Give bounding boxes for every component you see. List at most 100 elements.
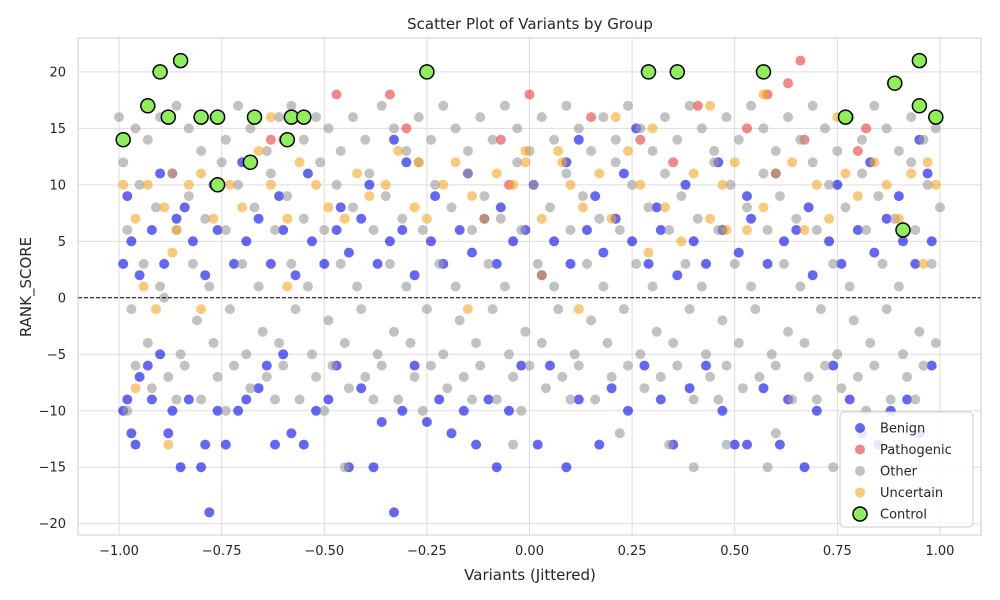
benign-point (343, 247, 354, 258)
other-point (799, 338, 810, 348)
legend-marker-pathogenic (855, 444, 865, 455)
other-point (192, 315, 202, 326)
benign-point (409, 360, 420, 371)
benign-point (590, 191, 601, 202)
benign-point (397, 225, 408, 235)
other-point (265, 168, 276, 179)
uncertain-point (438, 179, 449, 190)
other-point (676, 191, 687, 202)
other-point (249, 202, 260, 213)
other-point (869, 100, 880, 111)
uncertain-point (520, 157, 531, 168)
other-point (573, 360, 584, 371)
benign-point (126, 236, 137, 247)
benign-point (241, 394, 252, 405)
other-point (651, 326, 662, 337)
benign-point (680, 179, 691, 190)
benign-point (618, 168, 629, 179)
uncertain-point (196, 168, 207, 179)
pathogenic-point (861, 123, 872, 134)
uncertain-point (688, 168, 699, 179)
other-point (762, 462, 773, 473)
other-point (807, 157, 818, 168)
other-point (811, 225, 822, 235)
benign-point (265, 258, 276, 269)
uncertain-point (183, 179, 194, 190)
benign-point (902, 394, 913, 405)
other-point (142, 338, 153, 348)
other-point (376, 360, 387, 371)
other-point (750, 304, 761, 315)
other-point (655, 371, 666, 382)
benign-point (356, 383, 367, 394)
other-point (434, 258, 445, 269)
uncertain-point (130, 213, 141, 224)
control-point (895, 222, 911, 238)
other-point (397, 213, 408, 224)
other-point (348, 112, 358, 123)
other-point (220, 225, 231, 235)
benign-point (368, 462, 379, 473)
legend-marker-benign (855, 423, 865, 433)
pathogenic-point (384, 89, 395, 100)
other-point (487, 304, 498, 315)
other-point (442, 383, 453, 394)
other-point (376, 100, 387, 111)
uncertain-point (380, 179, 391, 190)
benign-point (319, 258, 330, 269)
uncertain-point (553, 146, 564, 156)
uncertain-point (323, 202, 334, 213)
other-point (869, 360, 880, 371)
other-point (721, 112, 732, 123)
other-point (508, 371, 519, 382)
other-point (360, 134, 371, 145)
other-point (364, 168, 375, 179)
other-point (709, 146, 720, 156)
other-point (142, 134, 153, 145)
other-point (467, 394, 477, 405)
control-point (928, 109, 944, 125)
other-point (549, 281, 560, 292)
other-point (803, 371, 814, 382)
other-point (426, 134, 436, 145)
benign-point (134, 270, 145, 281)
x-tick-label: 0.75 (823, 544, 852, 559)
other-point (307, 349, 317, 360)
uncertain-point (717, 179, 728, 190)
benign-point (643, 258, 654, 269)
other-point (327, 360, 338, 371)
other-point (635, 123, 646, 134)
other-point (426, 360, 436, 371)
other-point (885, 394, 896, 405)
benign-point (791, 225, 802, 235)
uncertain-point (918, 258, 929, 269)
benign-point (446, 428, 457, 439)
other-point (569, 349, 580, 360)
other-point (504, 349, 514, 360)
other-point (668, 338, 679, 348)
benign-point (155, 349, 166, 360)
benign-point (926, 236, 937, 247)
other-point (319, 225, 330, 235)
other-point (516, 225, 527, 235)
other-point (623, 100, 633, 111)
benign-point (134, 371, 145, 382)
uncertain-point (151, 304, 161, 315)
uncertain-point (930, 179, 941, 190)
benign-point (376, 417, 387, 427)
other-point (319, 405, 330, 416)
other-point (216, 157, 227, 168)
other-point (270, 225, 280, 235)
uncertain-point (167, 247, 178, 258)
other-point (737, 383, 748, 394)
other-point (906, 157, 917, 168)
other-point (832, 349, 843, 360)
other-point (573, 123, 584, 134)
legend-label-pathogenic: Pathogenic (880, 443, 952, 458)
control-point (911, 52, 928, 69)
pathogenic-point (635, 134, 646, 145)
benign-point (118, 258, 129, 269)
other-point (733, 134, 744, 145)
other-point (532, 258, 543, 269)
control-point (160, 109, 177, 125)
